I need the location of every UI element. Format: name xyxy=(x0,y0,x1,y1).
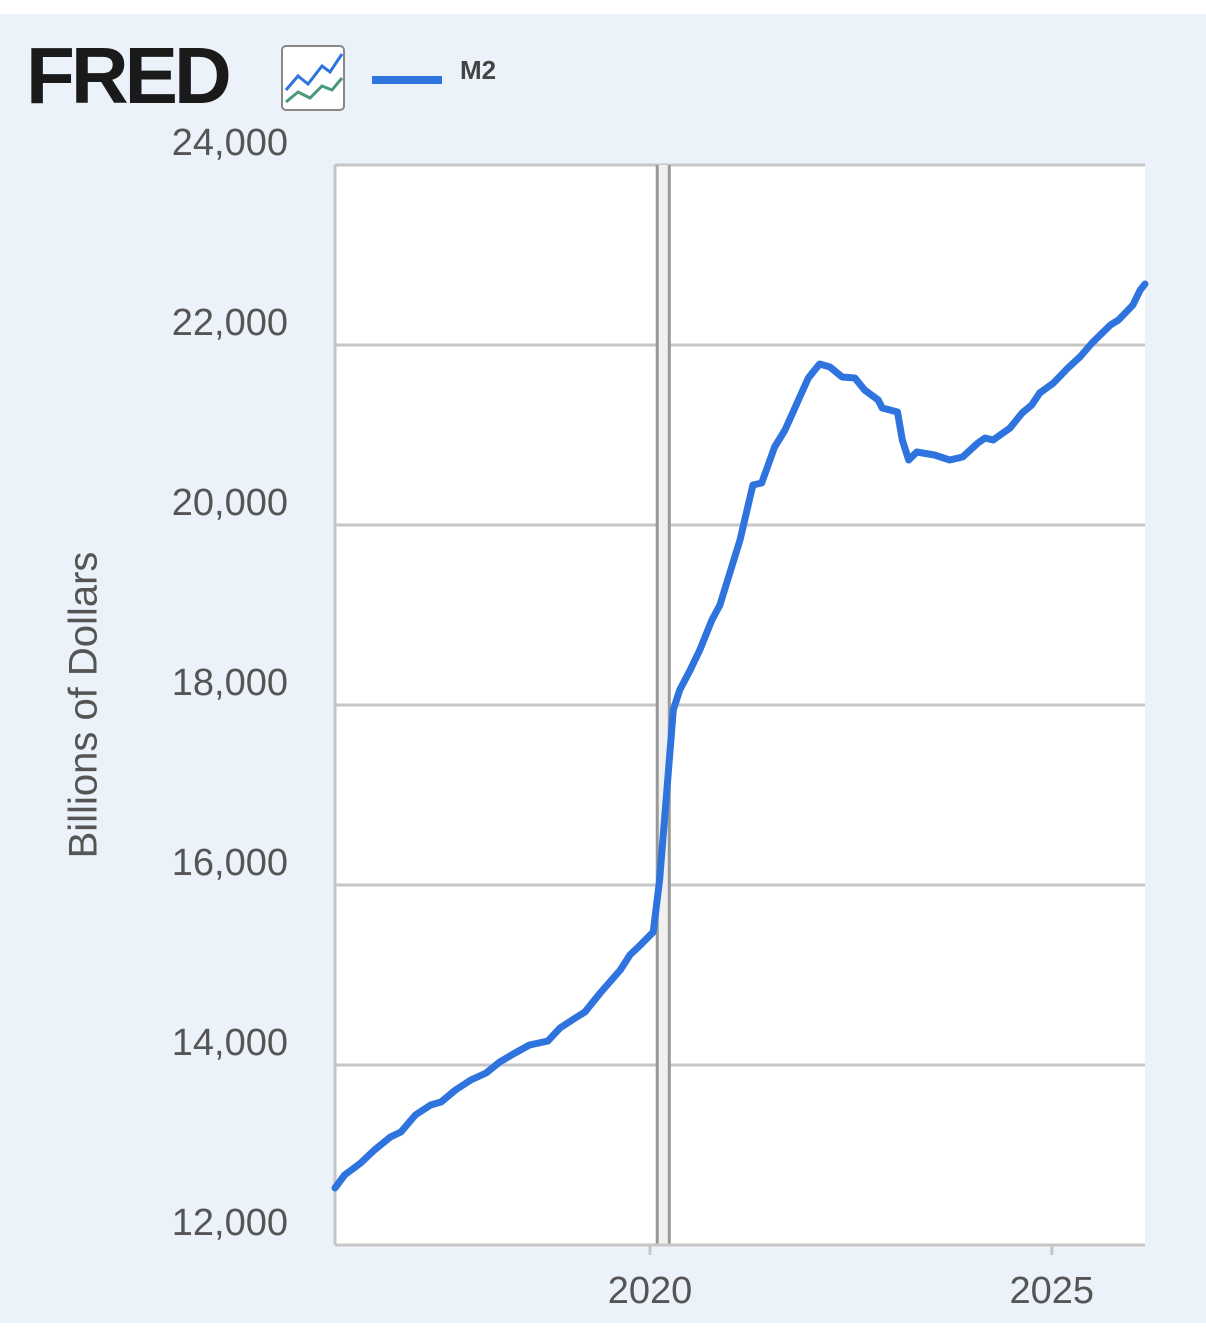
y-tick-label: 16,000 xyxy=(172,842,288,884)
x-tick-label: 2025 xyxy=(1010,1270,1095,1312)
recession-band xyxy=(657,165,670,1245)
legend: M2 xyxy=(372,55,496,85)
legend-label: M2 xyxy=(460,55,496,85)
logo: FRED xyxy=(26,31,229,120)
y-tick-label: 22,000 xyxy=(172,302,288,344)
logo-icon-line xyxy=(285,77,344,104)
y-tick-label: 18,000 xyxy=(172,662,288,704)
y-tick-label: 12,000 xyxy=(172,1202,288,1244)
y-tick-label: 20,000 xyxy=(172,482,288,524)
y-tick-label: 24,000 xyxy=(172,122,288,164)
series-line xyxy=(331,280,1149,1192)
x-tick-label: 2020 xyxy=(608,1270,693,1312)
y-axis-label: Billions of Dollars xyxy=(62,552,106,859)
logo-icon-line xyxy=(284,53,344,91)
y-tick-label: 14,000 xyxy=(172,1022,288,1064)
logo-icon xyxy=(281,45,345,111)
